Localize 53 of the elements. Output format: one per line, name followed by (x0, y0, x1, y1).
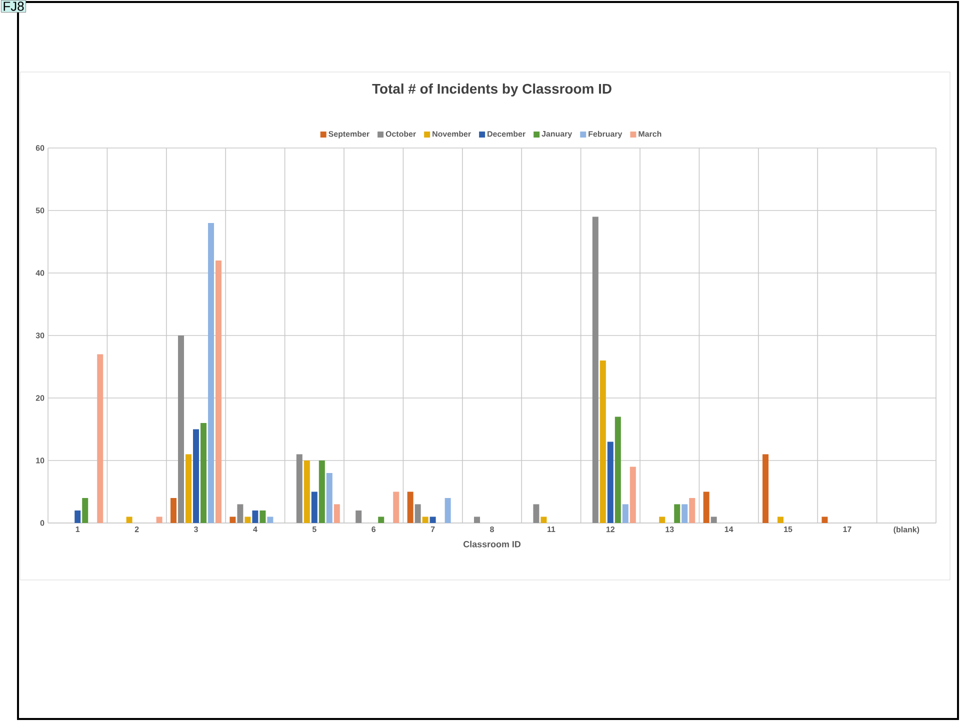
text: FJ8 (4, 2, 24, 11)
chart-title: Total # of Incidents by Classroom ID (372, 83, 612, 96)
bar (407, 492, 414, 523)
bar (97, 354, 104, 523)
x-axis-title: Classroom ID (463, 540, 521, 548)
bar (533, 504, 540, 523)
bar (822, 516, 828, 523)
bar (244, 516, 251, 523)
bar (170, 498, 177, 523)
bar (193, 429, 200, 523)
bar (710, 516, 717, 523)
bar (156, 516, 162, 523)
bar (200, 422, 207, 523)
bar (674, 504, 680, 523)
bar (630, 466, 636, 523)
bar (296, 454, 302, 523)
bar (689, 498, 696, 523)
bar (414, 504, 421, 523)
bar (178, 335, 184, 523)
bar (607, 442, 614, 523)
bar (311, 492, 318, 523)
bar (216, 260, 222, 523)
bar (230, 516, 236, 523)
bar (326, 472, 332, 523)
bar (659, 516, 666, 523)
bar (614, 416, 621, 523)
bar (622, 504, 628, 523)
bar (600, 360, 606, 523)
bar (430, 516, 436, 523)
bar (422, 516, 428, 523)
bar (703, 492, 710, 523)
bar (318, 460, 325, 523)
bar (186, 454, 192, 523)
bar (778, 516, 784, 523)
bar (356, 510, 362, 523)
bar (682, 504, 688, 523)
bar (126, 516, 132, 523)
bar (208, 222, 214, 523)
bar (82, 498, 88, 523)
bar (540, 516, 547, 523)
bar (237, 504, 244, 523)
bar (74, 510, 81, 523)
bar (304, 460, 310, 523)
bar (474, 516, 480, 523)
bar (444, 498, 451, 523)
bar (252, 510, 258, 523)
bar (393, 492, 400, 523)
bar (334, 504, 340, 523)
bar (260, 510, 266, 523)
bar (267, 516, 274, 523)
bar (592, 216, 598, 523)
bar (762, 454, 769, 523)
bar (378, 516, 384, 523)
